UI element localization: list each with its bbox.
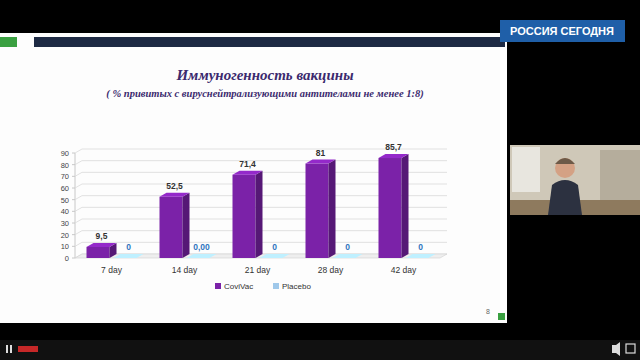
y-tick-label: 40 <box>61 207 69 216</box>
data-label: 0 <box>345 242 350 252</box>
video-room <box>510 145 640 215</box>
y-tick-label: 30 <box>61 219 69 228</box>
bar-top <box>160 193 190 197</box>
chart-subtitle: ( % привитых с вируснейтрализующими анти… <box>106 88 423 100</box>
y-tick <box>72 223 75 224</box>
data-label: 81 <box>316 148 326 158</box>
slide-accent <box>0 37 17 47</box>
y-tick-label: 70 <box>61 172 69 181</box>
bar <box>406 254 436 258</box>
y-axis-line <box>75 153 76 258</box>
data-label: 52,5 <box>166 181 183 191</box>
data-label: 71,4 <box>239 159 256 169</box>
slide-number: 8 <box>486 308 490 315</box>
live-badge <box>18 346 38 352</box>
video-person-body <box>548 180 582 215</box>
x-tick-label: 42 day <box>391 265 417 275</box>
player-bar <box>0 340 640 360</box>
x-tick-label: 28 day <box>318 265 344 275</box>
data-label: 0 <box>126 242 131 252</box>
video-wall <box>600 150 640 200</box>
y-tick-label: 20 <box>61 231 69 240</box>
legend-label: Placebo <box>282 282 311 291</box>
bar <box>87 243 117 258</box>
bar-top <box>306 160 336 164</box>
y-tick-label: 0 <box>65 254 69 263</box>
bar <box>233 171 263 258</box>
volume-icon <box>612 342 620 356</box>
bar-front <box>306 164 329 259</box>
slide-accent <box>498 313 505 320</box>
y-tick <box>72 211 75 212</box>
slide <box>0 33 507 323</box>
bar <box>114 254 144 258</box>
bar <box>260 254 290 258</box>
screen: 8 РОССИЯ СЕГОДНЯ Иммуногенность вакцины ( %… <box>0 0 640 360</box>
y-tick <box>72 176 75 177</box>
data-label: 0,00 <box>193 242 210 252</box>
bar-front <box>87 247 110 258</box>
data-label: 9,5 <box>96 231 108 241</box>
fullscreen-icon <box>626 344 635 353</box>
y-tick-label: 50 <box>61 196 69 205</box>
pause-icon <box>6 345 8 353</box>
data-label: 0 <box>418 242 423 252</box>
bar-top <box>406 254 436 258</box>
stage: 8 РОССИЯ СЕГОДНЯ Иммуногенность вакцины ( %… <box>0 0 640 360</box>
background <box>0 0 640 360</box>
y-tick <box>72 234 75 235</box>
pause-icon <box>10 345 12 353</box>
bar-top <box>187 254 217 258</box>
bar-top <box>233 171 263 175</box>
x-tick-label: 7 day <box>101 265 123 275</box>
data-label: 85,7 <box>385 142 402 152</box>
bar <box>306 160 336 259</box>
bar-front <box>379 158 402 258</box>
bar-top <box>379 154 409 158</box>
bar-side <box>256 171 263 258</box>
y-tick <box>72 199 75 200</box>
legend-label: CoviVac <box>224 282 253 291</box>
channel-name: РОССИЯ СЕГОДНЯ <box>510 25 614 37</box>
y-tick <box>72 153 75 154</box>
bar-top <box>87 243 117 247</box>
y-tick <box>72 188 75 189</box>
y-tick-label: 80 <box>61 161 69 170</box>
bars <box>87 154 436 258</box>
bar-front <box>233 175 256 258</box>
bar-top <box>114 254 144 258</box>
x-tick-label: 14 day <box>172 265 198 275</box>
bar-top <box>333 254 363 258</box>
bar-side <box>329 160 336 259</box>
bar <box>187 254 217 258</box>
x-tick-label: 21 day <box>245 265 271 275</box>
y-tick-label: 90 <box>61 149 69 158</box>
y-tick-label: 10 <box>61 242 69 251</box>
channel-badge <box>500 20 625 42</box>
data-label: 0 <box>272 242 277 252</box>
y-tick <box>72 246 75 247</box>
bar <box>160 193 190 258</box>
bar <box>333 254 363 258</box>
bar-side <box>183 193 190 258</box>
y-tick-label: 60 <box>61 184 69 193</box>
video-person-head <box>555 158 575 178</box>
video-window <box>512 147 540 192</box>
slide-header-bar <box>34 37 505 47</box>
presenter-video <box>510 145 640 215</box>
y-tick <box>72 164 75 165</box>
bar-side <box>402 154 409 258</box>
legend-swatch <box>215 283 221 289</box>
legend-swatch <box>273 283 279 289</box>
chart-title: Иммуногенность вакцины <box>175 67 353 83</box>
video-person-hair <box>555 158 575 164</box>
bar-top <box>260 254 290 258</box>
bar <box>379 154 409 258</box>
bar-front <box>160 197 183 258</box>
